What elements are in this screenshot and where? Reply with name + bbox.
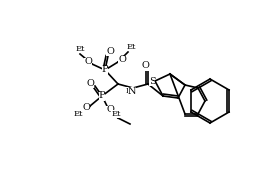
Text: H: H — [125, 87, 133, 95]
Text: P: P — [99, 92, 105, 100]
Text: O: O — [106, 105, 114, 115]
Text: O: O — [82, 103, 90, 112]
Text: P: P — [102, 65, 108, 74]
Text: Et: Et — [73, 110, 83, 118]
Text: O: O — [118, 55, 126, 64]
Text: O: O — [106, 46, 114, 55]
Text: O: O — [84, 58, 92, 67]
Text: S: S — [149, 77, 155, 86]
Text: N: N — [128, 86, 136, 96]
Text: Et: Et — [75, 45, 85, 53]
Text: O: O — [141, 61, 149, 71]
Text: Et: Et — [126, 43, 136, 51]
Text: O: O — [86, 78, 94, 87]
Text: Et: Et — [111, 110, 121, 118]
